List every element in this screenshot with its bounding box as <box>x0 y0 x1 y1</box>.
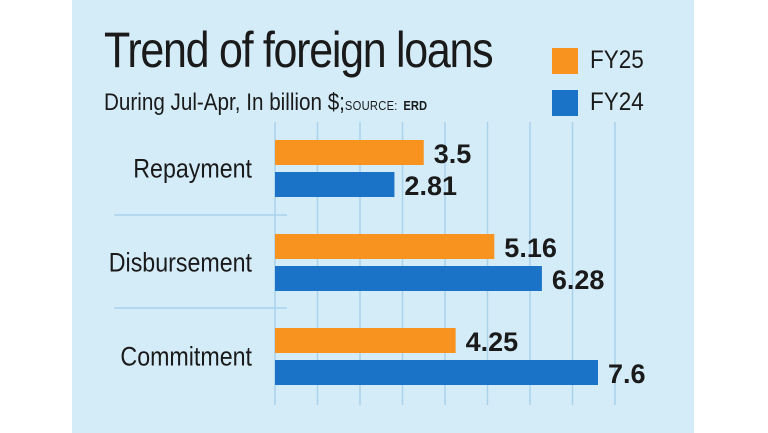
data-label: 4.25 <box>466 327 519 357</box>
bar-fy24 <box>275 360 598 385</box>
bar-fy25 <box>275 234 495 259</box>
chart-subtitle: During Jul-Apr, In billion $;SOURCE: ERD <box>104 88 427 121</box>
chart-panel: Trend of foreign loans During Jul-Apr, I… <box>72 0 694 433</box>
data-label: 3.5 <box>434 139 472 169</box>
legend-swatch-fy25 <box>552 47 578 74</box>
bar-fy25 <box>275 140 424 165</box>
data-label: 5.16 <box>504 233 557 263</box>
subtitle-text: During Jul-Apr, In billion $; <box>104 89 345 116</box>
category-label: Disbursement <box>109 248 252 278</box>
legend-label-fy24: FY24 <box>590 88 644 116</box>
category-label: Commitment <box>120 342 252 372</box>
bar-fy24 <box>275 172 395 197</box>
legend-item-fy24: FY24 <box>552 88 650 117</box>
bar-chart: Repayment 3.52.81 Disbursement 5.166.28 Comm… <box>109 122 646 405</box>
data-label: 7.6 <box>608 359 646 389</box>
data-label: 2.81 <box>404 171 457 201</box>
legend-item-fy25: FY25 <box>552 46 650 75</box>
bar-fy25 <box>275 328 456 353</box>
legend-label-fy25: FY25 <box>590 46 644 74</box>
legend-swatch-fy24 <box>552 89 578 116</box>
source-label: SOURCE: <box>344 98 398 113</box>
chart-title: Trend of foreign loans <box>104 22 494 78</box>
category-label: Repayment <box>133 154 252 184</box>
bar-fy24 <box>275 266 542 291</box>
data-label: 6.28 <box>552 265 605 295</box>
source-value: ERD <box>403 98 428 113</box>
